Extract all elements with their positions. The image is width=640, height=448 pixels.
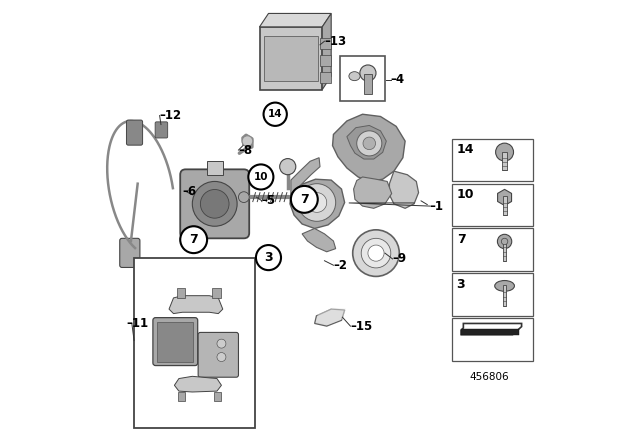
- FancyBboxPatch shape: [198, 332, 239, 377]
- Text: –11: –11: [127, 317, 148, 330]
- Circle shape: [360, 65, 376, 81]
- Polygon shape: [389, 171, 419, 208]
- Text: –9: –9: [392, 252, 406, 266]
- Polygon shape: [323, 13, 332, 90]
- Circle shape: [256, 245, 281, 270]
- Bar: [452, 318, 533, 361]
- Bar: [503, 285, 506, 306]
- Bar: [503, 241, 506, 261]
- Polygon shape: [353, 177, 392, 208]
- Text: –13: –13: [324, 34, 347, 48]
- Polygon shape: [302, 228, 336, 252]
- Ellipse shape: [349, 72, 360, 81]
- Circle shape: [298, 184, 336, 221]
- Polygon shape: [497, 190, 511, 206]
- Text: –8: –8: [239, 143, 253, 157]
- FancyBboxPatch shape: [180, 169, 249, 238]
- Polygon shape: [347, 125, 387, 159]
- Bar: [452, 139, 533, 181]
- Bar: [134, 258, 255, 428]
- Polygon shape: [169, 296, 223, 314]
- Bar: [157, 322, 193, 362]
- Circle shape: [353, 230, 399, 276]
- Bar: [320, 72, 332, 83]
- Text: –2: –2: [333, 258, 348, 272]
- Bar: [260, 27, 323, 90]
- Bar: [177, 288, 185, 298]
- Text: 10: 10: [253, 172, 268, 182]
- Bar: [212, 288, 221, 298]
- Bar: [364, 74, 372, 94]
- Ellipse shape: [495, 280, 515, 291]
- Circle shape: [501, 238, 508, 245]
- Bar: [452, 273, 533, 316]
- Text: –6: –6: [182, 185, 196, 198]
- Bar: [178, 392, 185, 401]
- Circle shape: [280, 159, 296, 175]
- FancyBboxPatch shape: [155, 122, 168, 138]
- Circle shape: [368, 245, 384, 261]
- Circle shape: [242, 136, 253, 146]
- Circle shape: [361, 238, 391, 268]
- Bar: [214, 392, 221, 401]
- Polygon shape: [461, 323, 522, 335]
- Bar: [320, 38, 332, 49]
- Polygon shape: [316, 308, 346, 325]
- Text: 3: 3: [457, 278, 465, 291]
- FancyBboxPatch shape: [120, 238, 140, 267]
- Polygon shape: [290, 179, 345, 228]
- Text: 7: 7: [300, 193, 308, 206]
- Bar: [502, 197, 507, 215]
- Polygon shape: [291, 158, 320, 194]
- Circle shape: [193, 181, 237, 226]
- Circle shape: [264, 103, 287, 126]
- Circle shape: [363, 137, 376, 150]
- Circle shape: [217, 353, 226, 362]
- Bar: [264, 36, 317, 81]
- Text: 14: 14: [268, 109, 282, 119]
- Text: 7: 7: [457, 233, 465, 246]
- Bar: [320, 55, 332, 66]
- Text: 10: 10: [457, 188, 474, 201]
- Circle shape: [356, 131, 382, 156]
- Text: 456806: 456806: [470, 372, 509, 382]
- Text: 7: 7: [189, 233, 198, 246]
- Text: –1: –1: [430, 200, 444, 214]
- Bar: [461, 329, 520, 335]
- FancyBboxPatch shape: [153, 318, 198, 366]
- Circle shape: [180, 226, 207, 253]
- Polygon shape: [260, 13, 332, 27]
- Circle shape: [217, 339, 226, 348]
- Text: –5: –5: [262, 194, 276, 207]
- Circle shape: [248, 164, 273, 190]
- Polygon shape: [315, 309, 345, 326]
- Circle shape: [497, 234, 512, 249]
- Circle shape: [307, 193, 327, 212]
- Text: –4: –4: [391, 73, 405, 86]
- Bar: [452, 184, 533, 226]
- Text: 3: 3: [264, 251, 273, 264]
- Polygon shape: [333, 114, 405, 181]
- Circle shape: [239, 192, 249, 202]
- Circle shape: [495, 143, 513, 161]
- Bar: [452, 228, 533, 271]
- Bar: [502, 152, 507, 170]
- Bar: [340, 56, 385, 101]
- Circle shape: [200, 190, 229, 218]
- Circle shape: [291, 186, 318, 213]
- Text: –15: –15: [351, 319, 372, 333]
- FancyBboxPatch shape: [127, 120, 143, 145]
- Polygon shape: [207, 161, 223, 175]
- Text: –12: –12: [159, 109, 182, 122]
- Polygon shape: [174, 376, 221, 392]
- Text: 14: 14: [457, 143, 474, 156]
